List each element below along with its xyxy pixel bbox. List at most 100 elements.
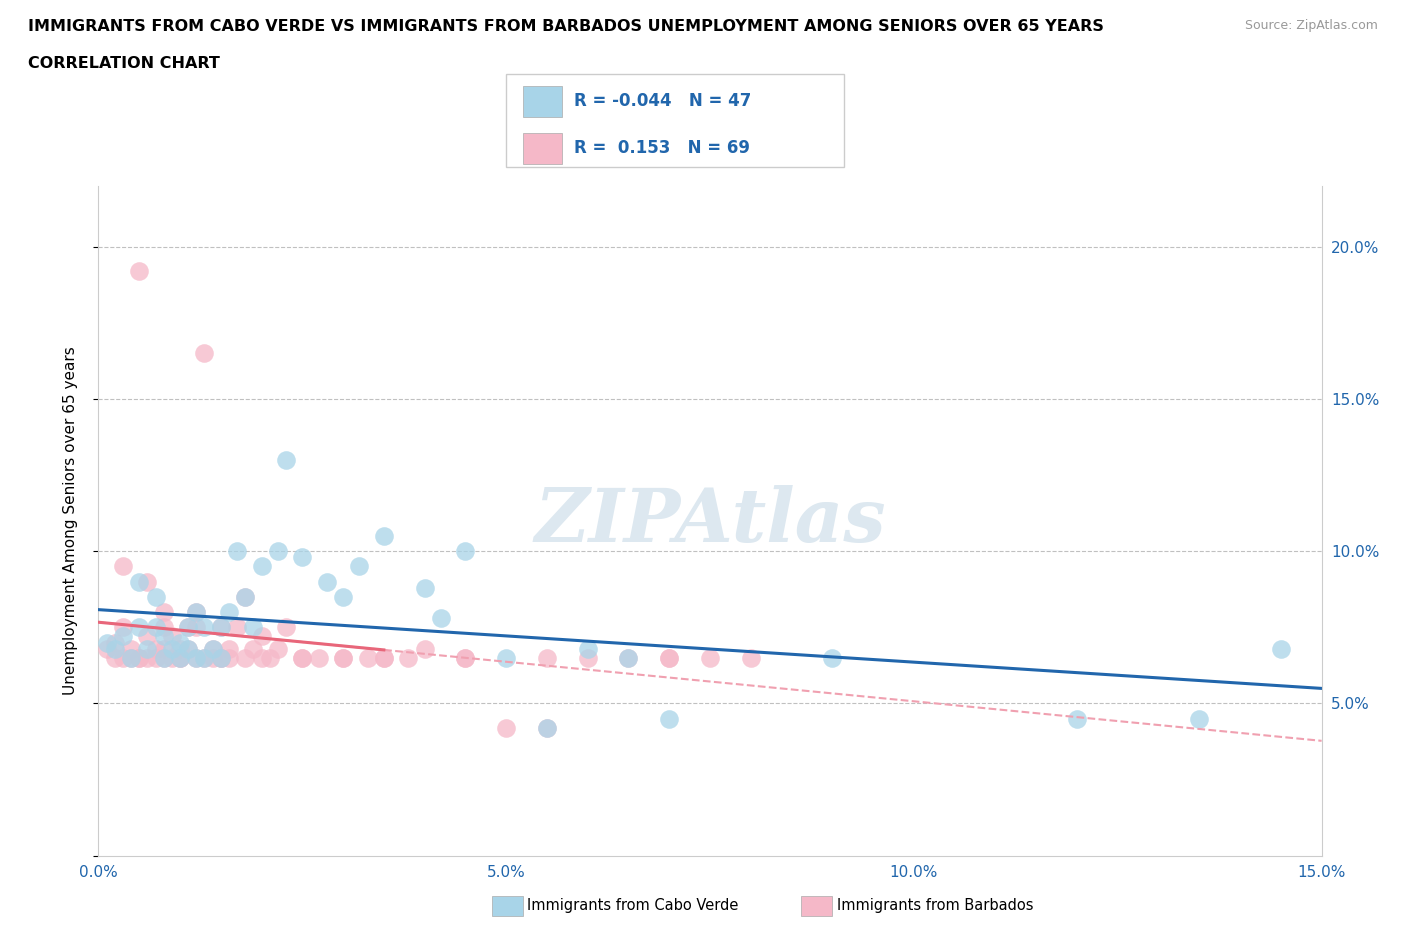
- Point: [250, 650, 273, 665]
- Point: [177, 620, 200, 635]
- Point: [177, 641, 200, 656]
- Point: [1188, 711, 1211, 726]
- Y-axis label: Unemployment Among Seniors over 65 years: Unemployment Among Seniors over 65 years: [63, 347, 77, 696]
- Point: [186, 650, 208, 665]
- Point: [169, 635, 191, 650]
- Text: ZIPAtlas: ZIPAtlas: [534, 485, 886, 557]
- Point: [145, 641, 167, 656]
- Point: [218, 604, 240, 619]
- Point: [291, 650, 314, 665]
- Point: [193, 650, 215, 665]
- Point: [169, 650, 191, 665]
- Point: [332, 590, 354, 604]
- Point: [136, 629, 159, 644]
- Point: [658, 711, 681, 726]
- Point: [177, 620, 200, 635]
- Point: [576, 641, 599, 656]
- Point: [152, 650, 174, 665]
- Point: [193, 346, 215, 361]
- Point: [617, 650, 640, 665]
- Point: [201, 641, 224, 656]
- Point: [96, 641, 118, 656]
- Text: R = -0.044   N = 47: R = -0.044 N = 47: [574, 92, 751, 111]
- Point: [104, 641, 127, 656]
- Point: [495, 650, 517, 665]
- Point: [145, 590, 167, 604]
- Point: [186, 620, 208, 635]
- Point: [373, 528, 395, 543]
- Point: [233, 590, 256, 604]
- Point: [267, 641, 290, 656]
- Point: [315, 574, 337, 589]
- Point: [201, 650, 224, 665]
- Point: [495, 721, 517, 736]
- Point: [120, 650, 142, 665]
- Point: [120, 650, 142, 665]
- Point: [373, 650, 395, 665]
- Point: [699, 650, 721, 665]
- Point: [209, 650, 232, 665]
- Point: [128, 574, 150, 589]
- Point: [218, 650, 240, 665]
- Point: [136, 650, 159, 665]
- Point: [209, 650, 232, 665]
- Point: [740, 650, 762, 665]
- Point: [218, 641, 240, 656]
- Point: [111, 559, 134, 574]
- Point: [186, 604, 208, 619]
- Point: [136, 574, 159, 589]
- Point: [201, 641, 224, 656]
- Point: [209, 650, 232, 665]
- Point: [454, 650, 477, 665]
- Point: [169, 650, 191, 665]
- Point: [242, 620, 264, 635]
- Point: [128, 620, 150, 635]
- Point: [332, 650, 354, 665]
- Point: [332, 650, 354, 665]
- Point: [536, 721, 558, 736]
- Point: [104, 635, 127, 650]
- Text: Immigrants from Barbados: Immigrants from Barbados: [837, 898, 1033, 913]
- Point: [128, 650, 150, 665]
- Point: [291, 550, 314, 565]
- Point: [152, 629, 174, 644]
- Point: [96, 635, 118, 650]
- Point: [226, 620, 249, 635]
- Point: [274, 453, 297, 468]
- Point: [1270, 641, 1292, 656]
- Point: [259, 650, 281, 665]
- Point: [128, 264, 150, 279]
- Text: Source: ZipAtlas.com: Source: ZipAtlas.com: [1244, 19, 1378, 32]
- Point: [413, 580, 436, 595]
- Point: [250, 629, 273, 644]
- Point: [267, 544, 290, 559]
- Point: [145, 620, 167, 635]
- Point: [193, 620, 215, 635]
- Text: CORRELATION CHART: CORRELATION CHART: [28, 56, 219, 71]
- Point: [349, 559, 371, 574]
- Point: [617, 650, 640, 665]
- Point: [160, 650, 183, 665]
- Point: [242, 641, 264, 656]
- Point: [152, 650, 174, 665]
- Point: [169, 650, 191, 665]
- Point: [430, 611, 453, 626]
- Point: [454, 650, 477, 665]
- Point: [186, 604, 208, 619]
- Point: [413, 641, 436, 656]
- Point: [160, 641, 183, 656]
- Text: Immigrants from Cabo Verde: Immigrants from Cabo Verde: [527, 898, 738, 913]
- Point: [111, 620, 134, 635]
- Point: [152, 641, 174, 656]
- Point: [128, 650, 150, 665]
- Point: [233, 650, 256, 665]
- Point: [576, 650, 599, 665]
- Point: [658, 650, 681, 665]
- Point: [145, 650, 167, 665]
- Point: [177, 641, 200, 656]
- Point: [536, 650, 558, 665]
- Point: [160, 629, 183, 644]
- Point: [658, 650, 681, 665]
- Point: [356, 650, 378, 665]
- Point: [536, 721, 558, 736]
